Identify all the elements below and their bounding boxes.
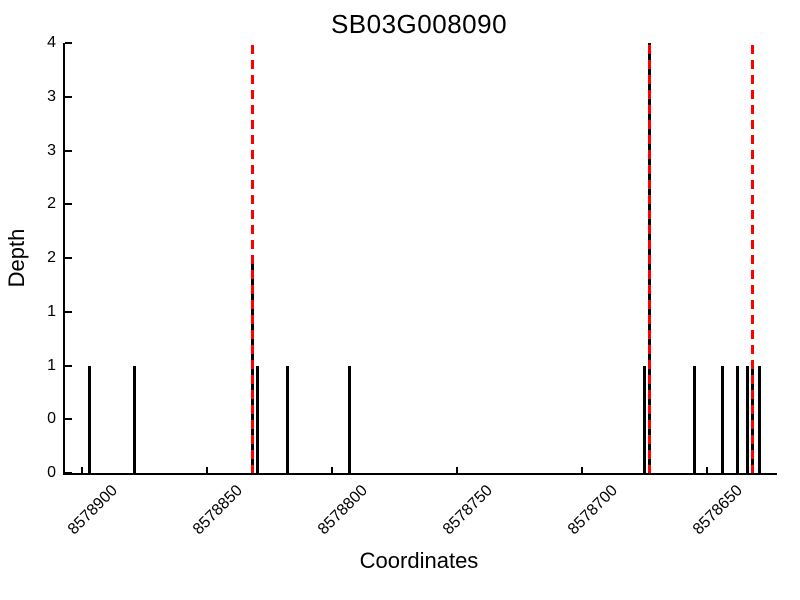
plot-area: 0 0 1 1 2 2 3 3 4 8578900 8578850 8578800 8578750 857… [47, 34, 777, 538]
y-tick-mark [65, 42, 72, 44]
y-tick-label: 1 [47, 356, 56, 374]
x-tick-label: 8578850 [190, 482, 247, 539]
x-tick-mark [456, 467, 459, 473]
x-tick-label: 8578700 [565, 482, 622, 539]
x-tick-mark [706, 467, 709, 473]
depth-stem [255, 365, 259, 473]
boundary-marker-line [250, 45, 254, 473]
depth-stem [133, 365, 137, 473]
x-tick-mark [81, 467, 84, 473]
depth-stem [643, 365, 647, 473]
y-tick-mark [65, 364, 72, 367]
x-tick-label: 8578900 [65, 482, 122, 539]
x-tick-label: 8578650 [689, 482, 747, 539]
y-tick-label: 3 [47, 141, 56, 159]
y-tick-label: 0 [47, 410, 56, 428]
x-tick-label: 8578750 [440, 482, 497, 539]
y-tick-mark [65, 472, 72, 474]
x-tick-mark [206, 467, 209, 473]
y-tick-label: 4 [47, 34, 56, 51]
depth-stem [88, 365, 92, 473]
y-tick-mark [65, 95, 72, 98]
y-tick-label: 1 [47, 302, 56, 320]
y-tick-mark [65, 310, 72, 313]
y-tick-label: 2 [47, 249, 56, 266]
y-tick-label: 0 [47, 464, 56, 481]
depth-stem [745, 365, 749, 473]
y-tick-mark [65, 257, 72, 259]
boundary-marker-line [750, 45, 754, 473]
depth-stem [348, 365, 352, 473]
boundary-marker-line [648, 45, 652, 473]
y-tick-label: 2 [47, 195, 56, 213]
x-axis-label: Coordinates [359, 548, 479, 573]
depth-stem [693, 365, 697, 473]
depth-stem [720, 365, 724, 473]
depth-stem [735, 365, 739, 473]
x-tick-mark [331, 467, 334, 473]
y-tick-mark [65, 418, 72, 421]
y-axis-label: Depth [4, 228, 29, 288]
x-tick-mark [581, 467, 584, 473]
depth-stem [758, 365, 761, 473]
y-tick-mark [65, 203, 72, 206]
y-tick-mark [65, 149, 72, 152]
y-tick-label: 3 [47, 87, 56, 105]
x-tick-label: 8578800 [315, 482, 372, 539]
chart-title: SB03G008090 [330, 9, 508, 39]
depth-stem [285, 365, 289, 473]
